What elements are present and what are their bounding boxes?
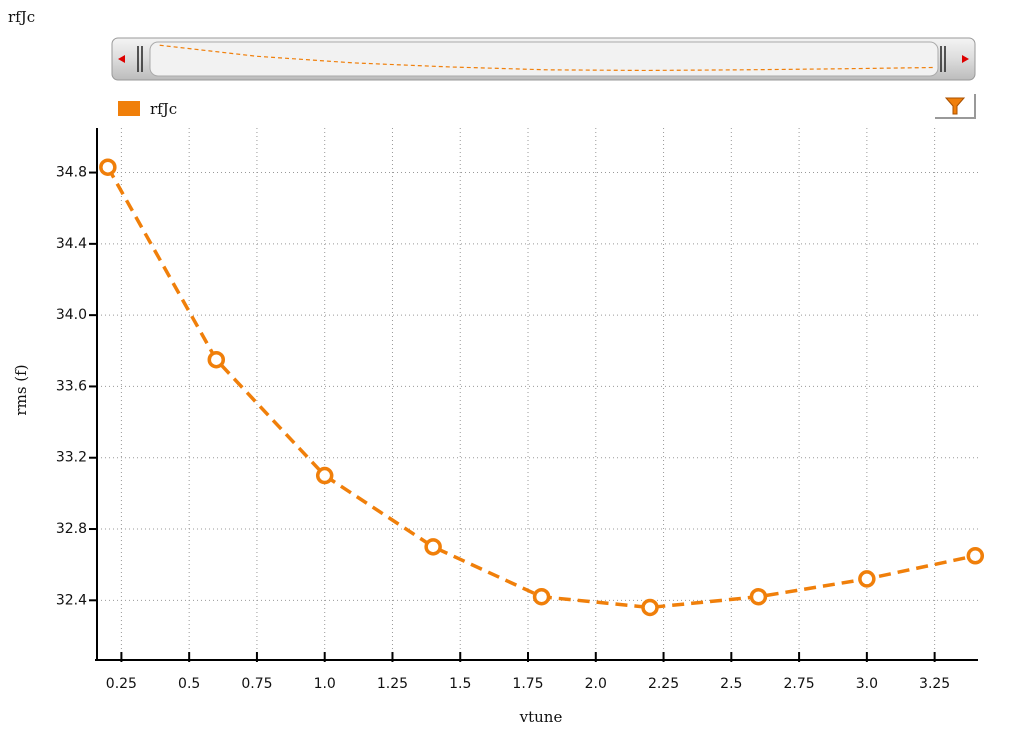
x-axis-label: vtune <box>519 708 563 726</box>
data-point <box>641 598 659 617</box>
chart-title: rfJc <box>8 8 35 26</box>
filter-frame <box>935 94 976 119</box>
data-point <box>749 587 768 606</box>
x-tick-label: 1.75 <box>512 676 543 692</box>
overview-window <box>149 41 939 77</box>
x-tick-label: 0.25 <box>106 676 137 692</box>
data-point <box>99 158 117 176</box>
x-tick-label: 3.25 <box>919 676 950 692</box>
x-tick-label: 2.0 <box>585 676 607 692</box>
legend-label: rfJc <box>150 100 177 118</box>
scroll-left[interactable] <box>118 55 125 63</box>
y-tick-label: 34.0 <box>56 307 87 323</box>
data-point <box>532 587 551 606</box>
overview-bar[interactable] <box>111 37 976 81</box>
overview-line <box>159 44 936 72</box>
y-tick-label: 34.8 <box>56 165 87 181</box>
y-tick-label: 33.2 <box>56 450 87 466</box>
x-tick-label: 2.75 <box>784 676 815 692</box>
data-point <box>315 466 334 485</box>
data-point <box>207 350 226 369</box>
scroll-right[interactable] <box>962 55 969 63</box>
data-point <box>858 570 876 588</box>
overview-handle[interactable] <box>137 46 946 72</box>
y-axis-label: rms (f) <box>12 364 30 415</box>
x-tick-label: 1.0 <box>314 676 336 692</box>
series-line <box>106 166 976 610</box>
x-tick-label: 2.25 <box>648 676 679 692</box>
legend-swatch <box>118 101 140 116</box>
x-tick-label: 1.5 <box>449 676 471 692</box>
y-tick-label: 32.8 <box>56 521 87 537</box>
filter-button[interactable] <box>935 94 976 119</box>
y-tick-label: 32.4 <box>56 592 87 608</box>
data-point <box>966 547 985 565</box>
filter-icon <box>944 97 966 115</box>
x-tick-label: 1.25 <box>377 676 408 692</box>
y-tick-label: 33.6 <box>56 378 87 394</box>
x-tick-label: 0.75 <box>241 676 272 692</box>
data-point <box>424 538 442 556</box>
x-tick-label: 3.0 <box>856 676 878 692</box>
x-tick-label: 0.5 <box>178 676 200 692</box>
y-tick-label: 34.4 <box>56 236 87 252</box>
x-tick-label: 2.5 <box>720 676 742 692</box>
